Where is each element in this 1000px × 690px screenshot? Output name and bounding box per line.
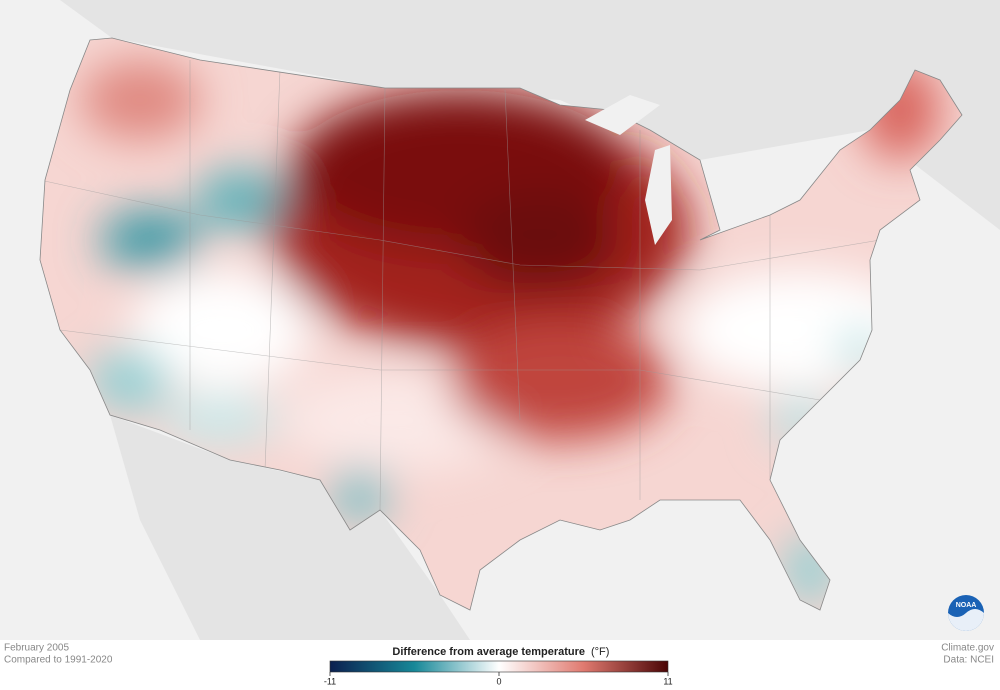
- scale-tick-label: -11: [324, 676, 336, 686]
- site: Climate.gov: [941, 643, 994, 654]
- scale-tick-label: 0: [496, 676, 501, 686]
- canada: [0, 0, 1000, 230]
- legend-unit: (°F): [591, 646, 609, 658]
- us-outline: [39, 37, 963, 611]
- scale-tick-label: 11: [663, 676, 672, 686]
- color-scale: [329, 660, 669, 673]
- source: Data: NCEI: [943, 655, 994, 666]
- period: February 2005: [4, 643, 69, 654]
- great-lakes: [585, 95, 672, 245]
- mexico: [110, 415, 470, 640]
- anomaly-field: [40, 38, 962, 610]
- noaa-label: NOAA: [956, 602, 977, 609]
- baseline: Compared to 1991-2020: [4, 655, 113, 666]
- legend-title: Difference from average temperature: [392, 646, 585, 658]
